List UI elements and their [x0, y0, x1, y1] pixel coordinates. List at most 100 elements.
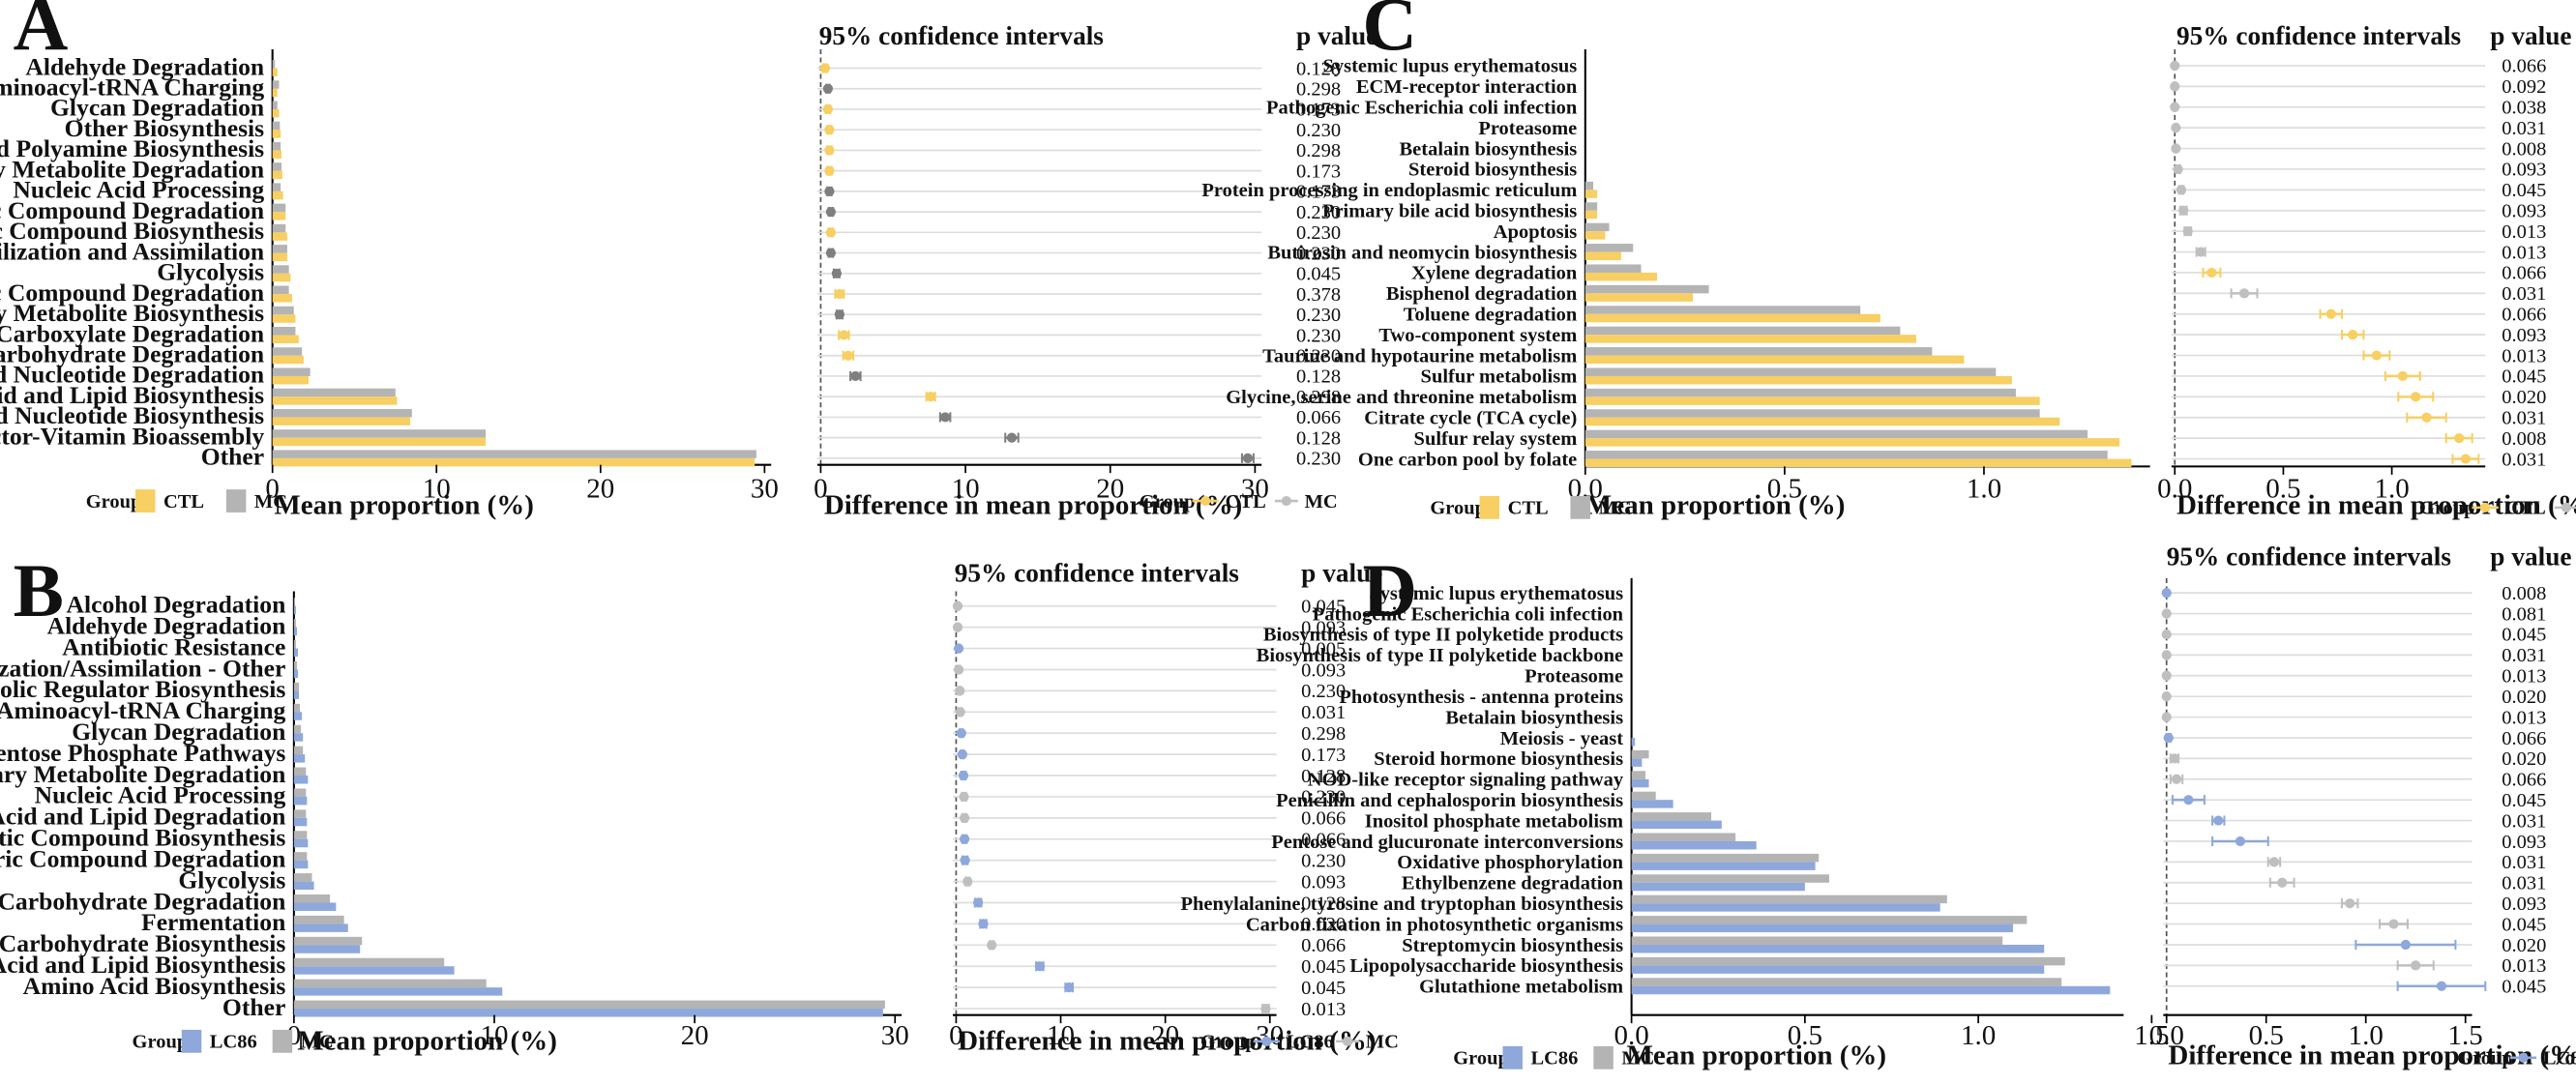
bar-lc86 [293, 712, 303, 720]
x-tick-label: 30 [881, 1020, 909, 1051]
category-label: Xylene degradation [1411, 263, 1578, 284]
category-label: Apoptosis [1494, 221, 1578, 243]
bar-mc [272, 285, 289, 295]
bar-mc [272, 347, 303, 356]
p-value: 0.066 [2502, 56, 2546, 77]
p-value: 0.031 [2502, 852, 2546, 873]
category-label: Metabolic Regulator Biosynthesis [0, 675, 285, 703]
bar-lc86 [293, 754, 306, 763]
category-label: Phenylalanine, tyrosine and tryptophan b… [1181, 894, 1624, 915]
legend-swatch-lc86 [181, 1029, 202, 1053]
bar-mc [272, 306, 294, 315]
ci-point [843, 350, 853, 361]
bar-mc [272, 367, 311, 376]
diff-x-tick-label: 10 [1047, 1020, 1075, 1051]
bar-ctl [272, 355, 304, 365]
bar-ctl [272, 417, 411, 425]
p-value: 0.045 [1296, 264, 1341, 285]
legend-label: MC [1621, 1048, 1654, 1069]
p-value: 0.013 [2502, 666, 2546, 688]
diff-x-tick-label: 30 [1256, 1020, 1284, 1051]
category-label: Glycan Degradation [72, 718, 285, 746]
ci-point [2176, 185, 2187, 195]
ci-point [824, 165, 835, 176]
category-label: Other [222, 993, 285, 1021]
category-label: Biosynthesis of type II polyketide produ… [1263, 625, 1623, 646]
bar-mc [1584, 326, 1901, 336]
bar-mc [293, 894, 331, 903]
p-value: 0.066 [2502, 728, 2546, 749]
ci-point [822, 83, 834, 94]
bar-mc [272, 223, 286, 233]
ci-point [2371, 350, 2383, 361]
ci-point [834, 288, 845, 300]
ci-legend-title: Group [2457, 1048, 2513, 1069]
p-value: 0.128 [1296, 427, 1341, 449]
bar-mc [293, 682, 300, 691]
bar-ctl [272, 170, 282, 180]
p-value: 0.230 [1296, 449, 1341, 470]
ci-point [953, 664, 964, 675]
diff-x-tick-label: 1.0 [2349, 1020, 2384, 1051]
bar-mc [1631, 812, 1712, 821]
bar-mc [272, 80, 280, 89]
category-label: Antibiotic Resistance [62, 632, 285, 660]
category-label: Betalain biosynthesis [1445, 707, 1623, 728]
bar-ctl [272, 252, 287, 262]
category-label: Glycolysis [178, 865, 285, 894]
bar-ctl [272, 457, 755, 467]
ci-point [2206, 267, 2217, 278]
bar-lc86 [293, 648, 299, 658]
category-label: Secondary Metabolite Degradation [0, 155, 264, 183]
bar-ctl [272, 68, 278, 76]
category-label: Carbohydrate Degradation [0, 340, 264, 368]
bar-mc [293, 746, 304, 755]
ci-legend-marker-mc [1281, 495, 1291, 507]
bar-lc86 [293, 627, 297, 636]
ci-point [2161, 691, 2172, 702]
legend-title: Group [133, 1032, 189, 1053]
ci-point [2161, 608, 2172, 619]
bar-ctl [1584, 231, 1606, 240]
p-value: 0.173 [1296, 182, 1341, 203]
x-tick-label: 0.5 [1767, 474, 1802, 505]
ci-legend-marker-ctl [2480, 502, 2491, 513]
bar-lc86 [1631, 985, 2111, 995]
legend-label: MC [301, 1032, 334, 1053]
panel-label: A [14, 0, 69, 66]
ci-point [958, 770, 969, 781]
bar-mc [1584, 451, 2108, 459]
x-tick-label: 20 [586, 474, 614, 505]
bar-lc86 [1631, 820, 1722, 830]
diff-x-axis-label: Difference in mean proportion (%) [824, 490, 1242, 521]
category-label: Systemic lupus erythematosus [1323, 56, 1578, 77]
p-value: 0.298 [1301, 723, 1346, 745]
ci-point [2169, 753, 2180, 764]
panel-d: D 95% confidence intervals p valueSystemic… [1181, 542, 2576, 1070]
bar-mc [1631, 749, 1649, 759]
category-label: Aminoacyl-tRNA Charging [0, 73, 264, 102]
category-label: Aldehyde Degradation [25, 52, 264, 80]
p-value: 0.045 [1301, 597, 1346, 618]
category-label: Streptomycin biosynthesis [1402, 935, 1623, 956]
p-value: 0.093 [1301, 617, 1346, 638]
p-value: 0.230 [1296, 120, 1341, 141]
bar-ctl [272, 437, 487, 447]
bar-mc [1631, 791, 1656, 801]
diff-x-tick-label: 1.0 [2374, 474, 2409, 505]
p-value: 0.093 [2502, 160, 2546, 181]
x-tick-label: 1.0 [1967, 474, 2001, 505]
diff-x-tick-label: 0.0 [2157, 474, 2192, 505]
ci-point [952, 622, 963, 632]
bar-mc [293, 936, 363, 946]
ci-point [2161, 712, 2172, 722]
p-value: 0.038 [2502, 98, 2546, 119]
bar-mc [1584, 306, 1861, 314]
p-value: 0.045 [2502, 366, 2546, 388]
category-label: NOD-like receptor signaling pathway [1308, 770, 1624, 791]
bar-mc [1631, 771, 1645, 779]
ci-point [987, 940, 997, 951]
p-value: 0.066 [2502, 770, 2546, 791]
bar-lc86 [293, 987, 503, 996]
ci-point [2183, 795, 2194, 806]
